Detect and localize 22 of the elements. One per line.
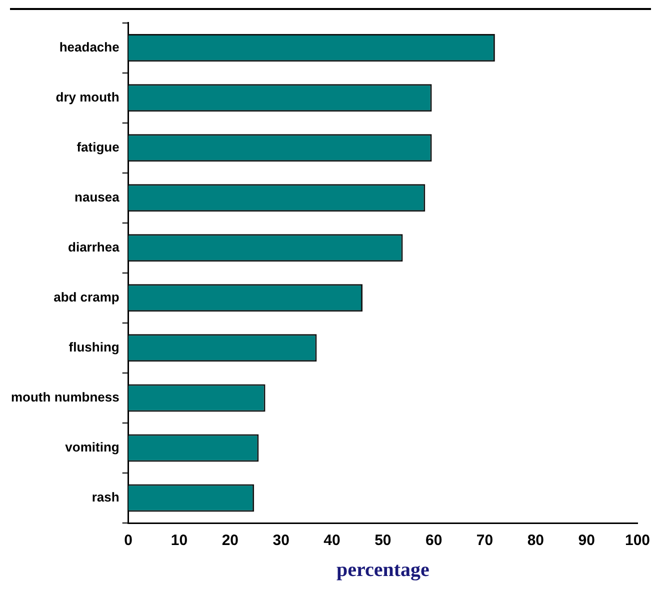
x-tick-label: 60 — [425, 532, 442, 550]
x-axis-title: percentage — [336, 559, 430, 582]
y-tick-label: rash — [92, 490, 120, 505]
x-tick-label: 10 — [170, 532, 188, 550]
y-tick-label: headache — [59, 39, 120, 54]
y-tick-label: fatigue — [76, 139, 120, 154]
y-tick-label: abd cramp — [54, 289, 120, 304]
y-tick-label: flushing — [68, 340, 120, 355]
x-tick-label: 50 — [374, 532, 392, 550]
y-tick-label: dry mouth — [56, 89, 120, 104]
x-tick-label: 40 — [324, 532, 340, 550]
x-tick-label: 20 — [222, 532, 239, 550]
x-tick-label: 30 — [272, 532, 290, 550]
y-tick-label: diarrhea — [68, 239, 120, 254]
y-tick-label: vomiting — [65, 440, 120, 455]
y-tick-label: mouth numbness — [10, 390, 120, 405]
x-tick-label: 0 — [124, 532, 133, 550]
y-tick-label: nausea — [74, 189, 120, 204]
x-tick-label: 80 — [527, 532, 544, 550]
x-tick-label: 70 — [476, 532, 494, 550]
x-tick-label: 90 — [578, 532, 595, 550]
x-tick-label: 100 — [624, 532, 650, 550]
